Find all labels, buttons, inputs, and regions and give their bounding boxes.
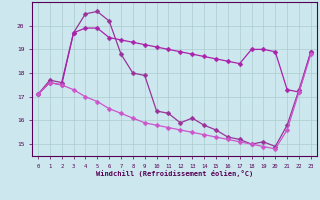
- X-axis label: Windchill (Refroidissement éolien,°C): Windchill (Refroidissement éolien,°C): [96, 170, 253, 177]
